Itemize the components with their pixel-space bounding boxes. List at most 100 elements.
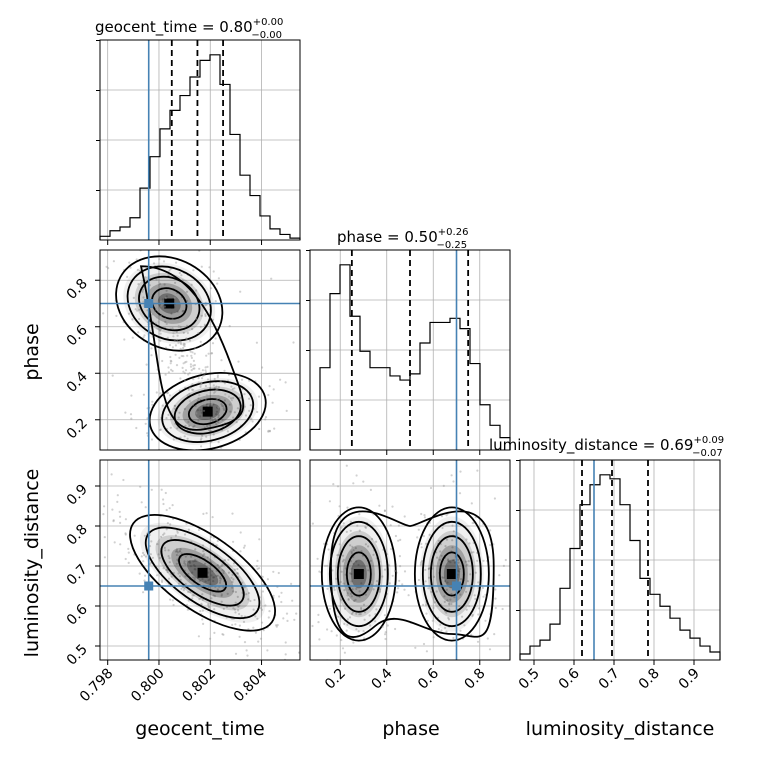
scatter-point (150, 354, 153, 357)
scatter-point (185, 522, 188, 525)
scatter-point (177, 324, 180, 328)
scatter-point (179, 548, 182, 551)
scatter-point (363, 637, 366, 640)
xtick-label-phase: 0.2 (322, 666, 349, 693)
panel-luminosity_distance-vs-geocent_time (92, 459, 305, 677)
scatter-point (166, 392, 169, 395)
scatter-point (372, 588, 375, 591)
scatter-point (186, 437, 189, 440)
scatter-point (180, 552, 183, 555)
scatter-point (360, 550, 363, 553)
scatter-point (151, 403, 154, 406)
scatter-point (237, 605, 240, 608)
scatter-point (201, 377, 204, 380)
scatter-point (383, 509, 386, 512)
scatter-point (142, 296, 145, 299)
scatter-point (152, 262, 156, 265)
scatter-point (349, 572, 352, 575)
scatter-point (477, 607, 480, 610)
scatter-point (220, 594, 223, 597)
scatter-point (401, 583, 404, 586)
scatter-point (340, 638, 343, 642)
scatter-point (221, 404, 224, 407)
scatter-point (182, 309, 185, 312)
scatter-point (184, 379, 187, 382)
scatter-point (384, 633, 387, 636)
scatter-point (346, 592, 349, 595)
scatter-point (268, 610, 271, 613)
scatter-point (222, 607, 225, 611)
scatter-point (469, 573, 472, 576)
scatter-point (489, 543, 492, 547)
scatter-point (170, 368, 173, 371)
scatter-point (422, 603, 425, 607)
scatter-point (214, 418, 217, 421)
scatter-point (129, 413, 133, 416)
ytick-label-luminosity_distance: 0.9 (64, 482, 91, 509)
scatter-point (157, 316, 160, 319)
xtick-label-geocent_time: 0.804 (231, 665, 271, 705)
scatter-point (298, 675, 300, 677)
scatter-point (188, 560, 191, 563)
scatter-point (354, 547, 357, 550)
scatter-point (280, 591, 283, 594)
scatter-point (221, 418, 224, 421)
scatter-point (201, 593, 204, 596)
scatter-point (182, 342, 185, 345)
scatter-point (179, 340, 182, 343)
scatter-point (346, 594, 349, 597)
scatter-point (212, 403, 215, 406)
scatter-point (375, 580, 379, 583)
scatter-point (119, 521, 122, 525)
scatter-point (383, 614, 386, 617)
scatter-point (368, 614, 371, 617)
scatter-point (374, 620, 377, 623)
scatter-point (200, 445, 203, 448)
contour-level-1 (160, 539, 245, 607)
scatter-point (144, 555, 148, 558)
scatter-point (420, 512, 423, 516)
scatter-point (199, 610, 202, 613)
scatter-point (205, 354, 208, 357)
scatter-point (461, 615, 464, 618)
scatter-point (417, 578, 420, 582)
scatter-point (201, 555, 204, 558)
scatter-point (453, 561, 456, 564)
scatter-point (436, 556, 439, 559)
xtick-label-geocent_time: 0.802 (179, 666, 219, 706)
scatter-point (220, 403, 223, 406)
scatter-point (240, 614, 243, 618)
scatter-point (355, 560, 358, 563)
scatter-point (244, 431, 247, 434)
scatter-point (364, 543, 367, 546)
scatter-point (163, 283, 166, 286)
scatter-point (209, 583, 212, 586)
scatter-point (324, 564, 327, 568)
scatter-point (180, 274, 183, 277)
scatter-point (189, 565, 192, 568)
scatter-point (348, 616, 352, 619)
scatter-point (384, 631, 387, 634)
scatter-point (174, 281, 177, 284)
scatter-point (155, 574, 159, 577)
scatter-point (230, 385, 233, 388)
ytick-label-phase: 0.8 (64, 276, 91, 303)
scatter-point (214, 300, 217, 303)
scatter-point (277, 571, 280, 575)
scatter-point (150, 488, 153, 491)
scatter-point (399, 538, 402, 542)
scatter-point (156, 327, 159, 330)
scatter-point (303, 647, 305, 649)
scatter-point (458, 570, 461, 573)
panel-phase-vs-geocent_time (99, 249, 301, 451)
scatter-point (227, 571, 230, 574)
scatter-point (206, 424, 209, 428)
scatter-point (215, 385, 218, 388)
scatter-point (160, 304, 163, 307)
scatter-point (476, 640, 480, 643)
scatter-point (158, 258, 161, 261)
scatter-point (92, 535, 94, 537)
scatter-point (237, 605, 240, 608)
scatter-point (221, 633, 224, 636)
scatter-point (424, 568, 427, 572)
